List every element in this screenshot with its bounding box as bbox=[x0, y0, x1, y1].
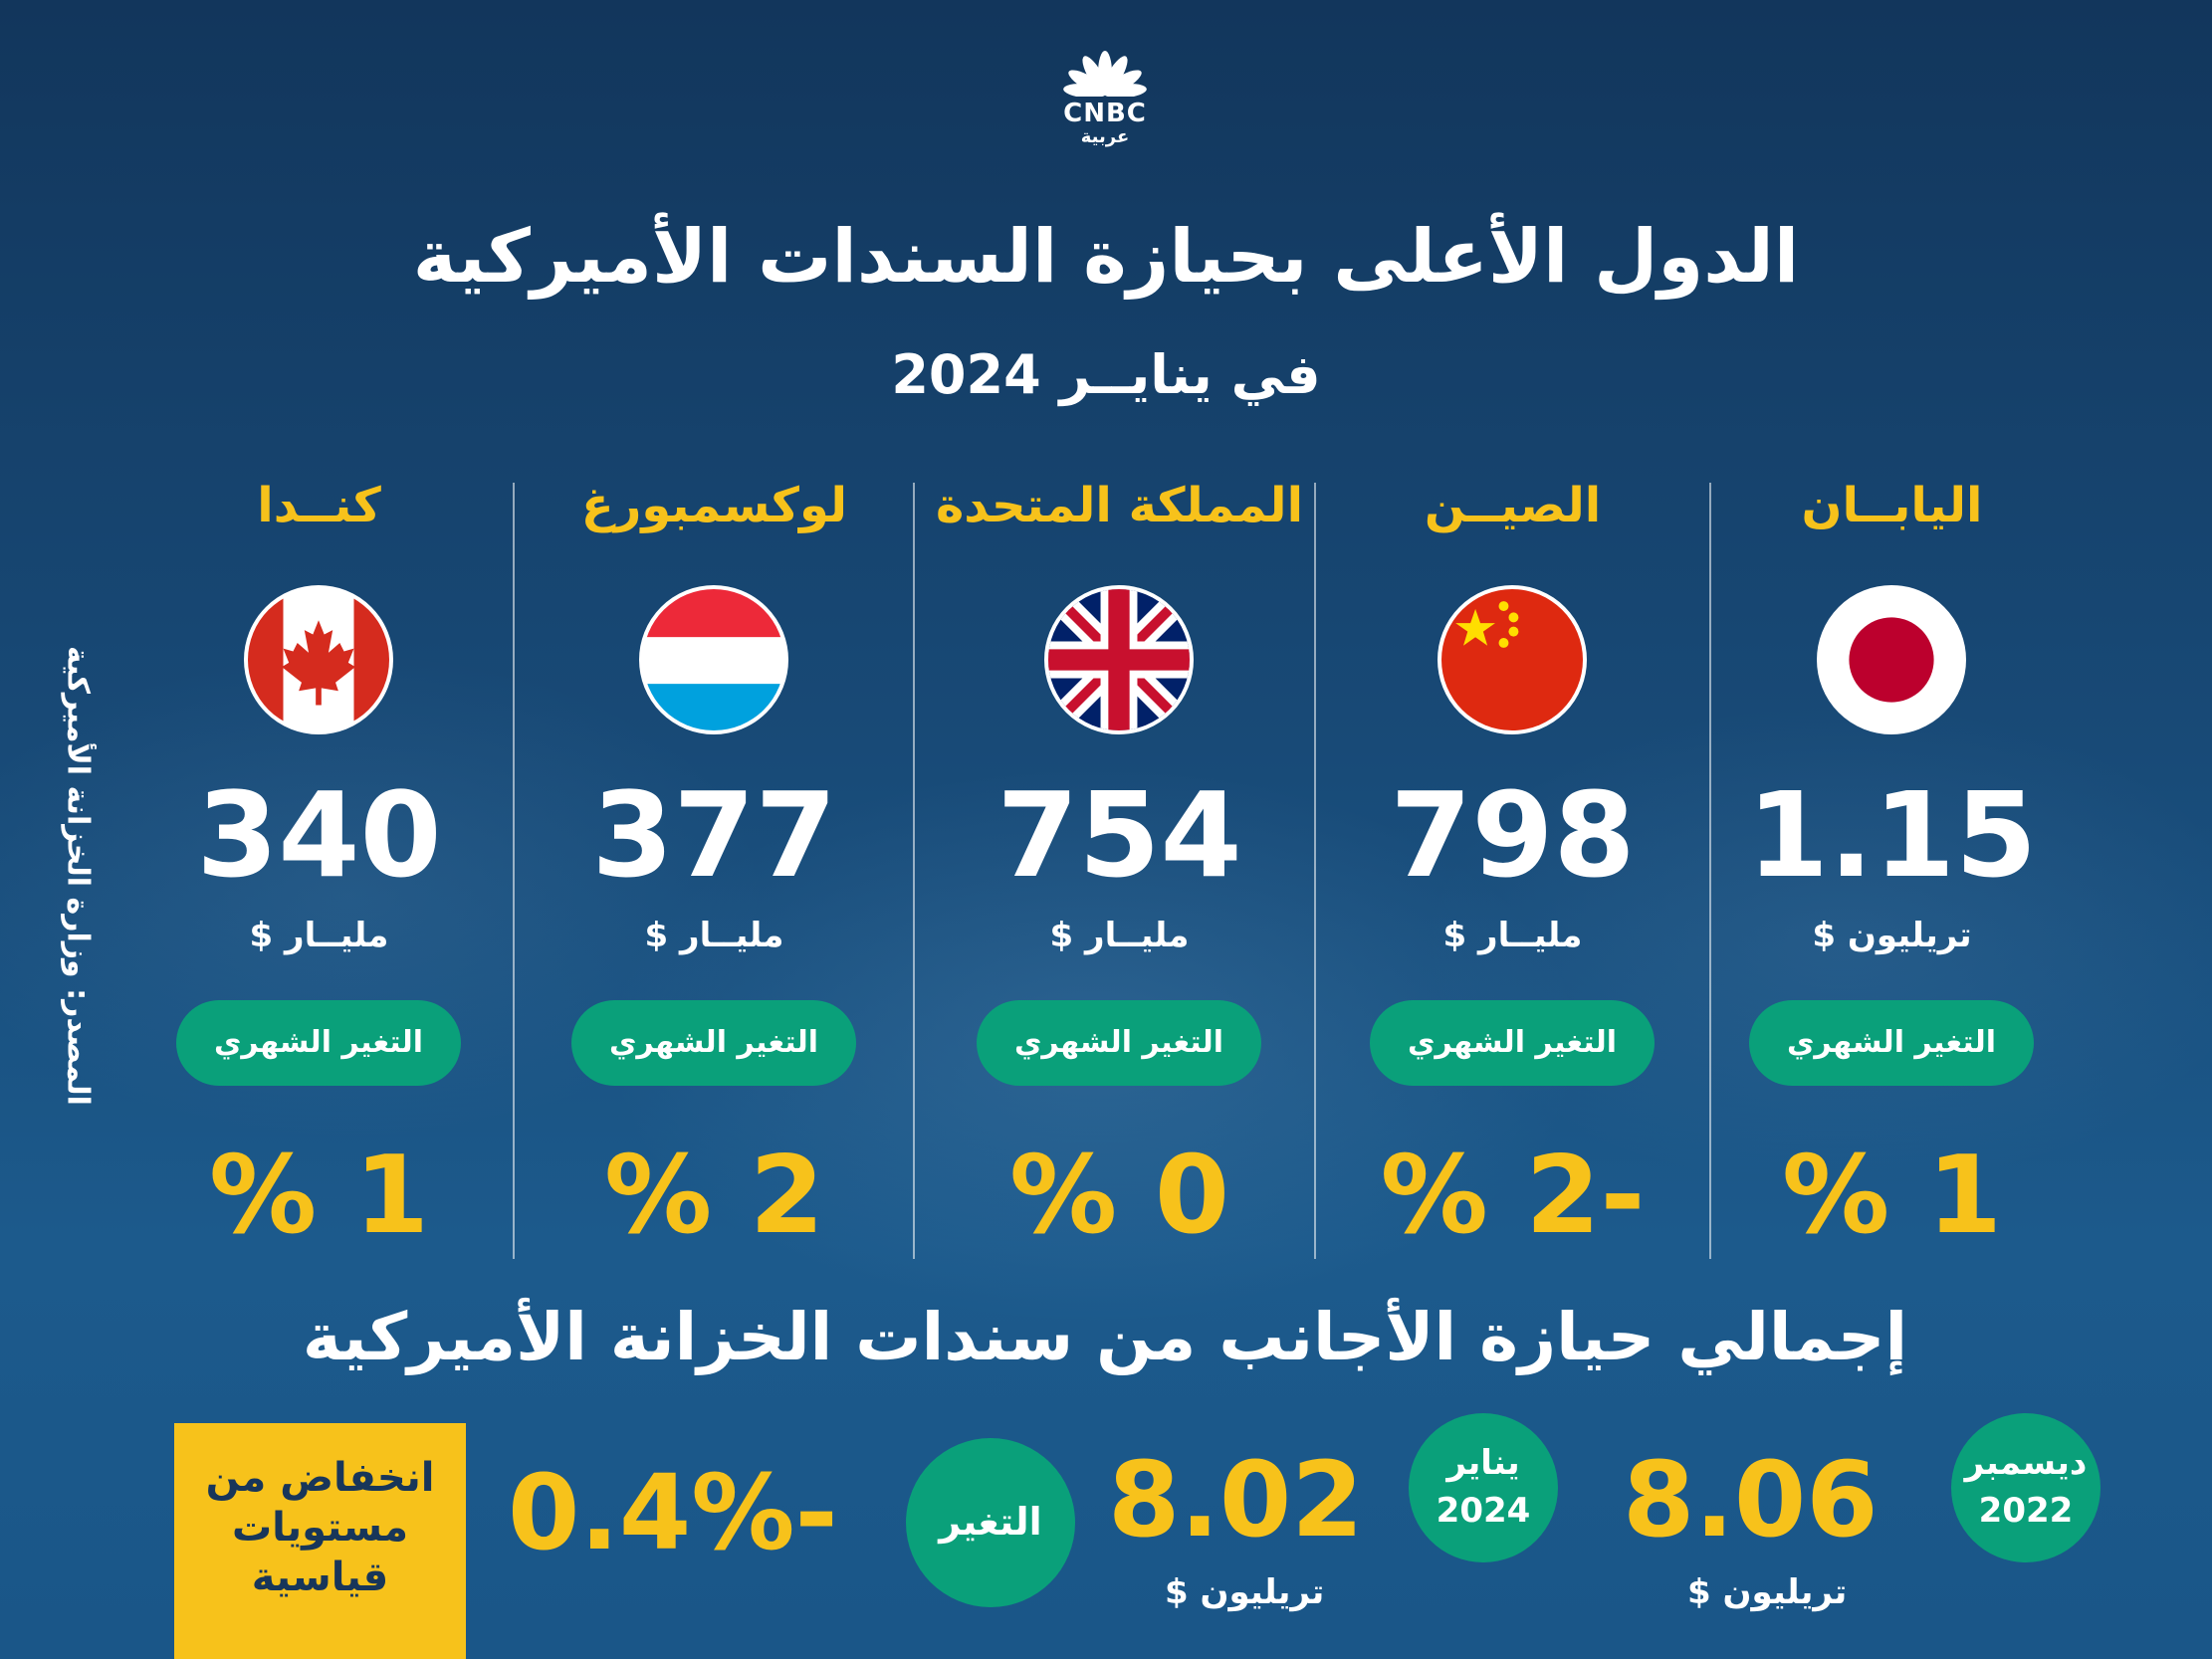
holding-amount: 754 bbox=[996, 766, 1242, 904]
monthly-change-value: 1 % bbox=[209, 1134, 429, 1258]
monthly-change-value: 2 % bbox=[604, 1134, 824, 1258]
jan-total-value: 8.02 bbox=[1108, 1439, 1364, 1560]
country-name: الصيــن bbox=[1424, 478, 1602, 533]
holding-amount: 798 bbox=[1390, 766, 1636, 904]
dec-month: ديسمبر bbox=[1964, 1443, 2088, 1483]
december-2022-badge: ديسمبر 2022 bbox=[1951, 1413, 2101, 1562]
jan-total-unit: تريليون $ bbox=[1165, 1572, 1325, 1612]
column-divider bbox=[913, 483, 915, 1259]
monthly-change-value: -2 % bbox=[1380, 1134, 1646, 1258]
monthly-change-value: 1 % bbox=[1782, 1134, 2002, 1258]
cnbc-arabia-logo: CNBC عربية bbox=[1045, 45, 1165, 159]
page-subtitle: في ينايــر 2024 bbox=[891, 343, 1321, 406]
logo-brand: CNBC bbox=[1063, 99, 1147, 128]
logo-arabic: عربية bbox=[1080, 126, 1130, 147]
monthly-change-label: التغير الشهري bbox=[176, 1000, 461, 1086]
source-note: المصدر: وزارة الخزانة الأميركية bbox=[58, 597, 98, 1154]
totals-title: إجمالي حيازة الأجانب من سندات الخزانة ال… bbox=[302, 1299, 1908, 1375]
change-label: التغير bbox=[939, 1500, 1042, 1544]
column-divider bbox=[513, 483, 515, 1259]
monthly-change-label: التغير الشهري bbox=[571, 1000, 856, 1086]
monthly-change-label: التغير الشهري bbox=[977, 1000, 1261, 1086]
holding-unit: تريليون $ bbox=[1812, 916, 1972, 955]
note-line-3: قياسية bbox=[251, 1555, 389, 1600]
country-name: كنــدا bbox=[257, 478, 381, 533]
column-divider bbox=[1314, 483, 1316, 1259]
holding-unit: مليــار $ bbox=[1442, 916, 1583, 955]
country-name: المملكة المتحدة bbox=[935, 478, 1304, 533]
country-card-canada: كنــدا 340 مليــار $ التغير الشهري 1 % bbox=[117, 478, 521, 1254]
holding-amount: 377 bbox=[591, 766, 837, 904]
dec-year: 2022 bbox=[1978, 1491, 2074, 1531]
page-title: الدول الأعلى بحيازة السندات الأميركية bbox=[412, 214, 1800, 300]
monthly-change-value: 0 % bbox=[1009, 1134, 1229, 1258]
country-card-luxembourg: لوكسمبورغ 377 مليــار $ التغير الشهري 2 … bbox=[513, 478, 916, 1254]
japan-flag-icon bbox=[1817, 585, 1966, 734]
source-text: المصدر: وزارة الخزانة الأميركية bbox=[60, 646, 96, 1106]
monthly-change-label: التغير الشهري bbox=[1370, 1000, 1655, 1086]
jan-month: يناير bbox=[1446, 1443, 1520, 1483]
record-drop-note: انخفاض من مستويات قياسية bbox=[174, 1423, 466, 1659]
country-name: اليابــان bbox=[1801, 478, 1983, 533]
holding-unit: مليــار $ bbox=[249, 916, 389, 955]
country-name: لوكسمبورغ bbox=[580, 478, 848, 533]
change-badge: التغير bbox=[906, 1438, 1075, 1607]
total-change-value: -0.4% bbox=[508, 1452, 838, 1573]
note-line-2: مستويات bbox=[231, 1505, 409, 1551]
dec-total-value: 8.06 bbox=[1623, 1439, 1879, 1560]
holding-unit: مليــار $ bbox=[1049, 916, 1190, 955]
monthly-change-label: التغير الشهري bbox=[1749, 1000, 2034, 1086]
peacock-icon bbox=[1063, 51, 1147, 97]
country-card-china: الصيــن 798 مليــار $ التغير الشهري -2 % bbox=[1311, 478, 1714, 1254]
luxembourg-flag-icon bbox=[639, 585, 788, 734]
country-card-uk: المملكة المتحدة 754 مليــار $ التغير الش… bbox=[918, 478, 1321, 1254]
uk-flag-icon bbox=[1044, 585, 1194, 734]
note-line-1: انخفاض من bbox=[205, 1455, 435, 1501]
holding-unit: مليــار $ bbox=[644, 916, 784, 955]
canada-flag-icon bbox=[244, 585, 393, 734]
country-card-japan: اليابــان 1.15 تريليون $ التغير الشهري 1… bbox=[1690, 478, 2094, 1254]
china-flag-icon bbox=[1438, 585, 1587, 734]
holding-amount: 340 bbox=[196, 766, 442, 904]
jan-year: 2024 bbox=[1436, 1491, 1531, 1531]
january-2024-badge: يناير 2024 bbox=[1409, 1413, 1558, 1562]
dec-total-unit: تريليون $ bbox=[1687, 1572, 1848, 1612]
column-divider bbox=[1709, 483, 1711, 1259]
holding-amount: 1.15 bbox=[1746, 766, 2038, 904]
